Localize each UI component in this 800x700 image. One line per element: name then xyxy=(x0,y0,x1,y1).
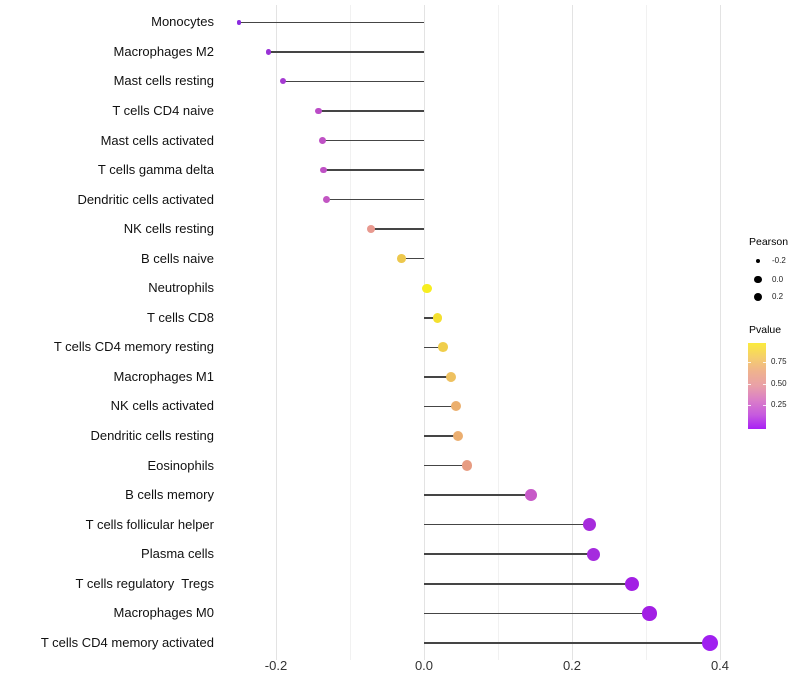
lollipop-dot xyxy=(583,518,597,532)
lollipop-dot xyxy=(445,371,456,382)
colorbar-tick xyxy=(763,383,766,385)
gridline-minor xyxy=(497,5,499,660)
lollipop-dot xyxy=(422,283,432,293)
lollipop-dot xyxy=(525,489,538,501)
lollipop-dot xyxy=(319,166,327,174)
row-label: T cells regulatory Tregs xyxy=(75,575,214,591)
colorbar-tick xyxy=(763,362,766,363)
lollipop-dot xyxy=(319,137,327,144)
row-label: Macrophages M2 xyxy=(113,43,214,59)
row-label: Dendritic cells resting xyxy=(90,428,214,443)
x-tick-label: 0.0 xyxy=(414,658,434,673)
lollipop-stem xyxy=(424,583,632,585)
pearson-legend-dot xyxy=(754,275,762,284)
lollipop-stem xyxy=(370,228,424,230)
lollipop-stem xyxy=(322,139,424,142)
row-label: Plasma cells xyxy=(141,546,214,562)
lollipop-stem xyxy=(239,21,424,24)
lollipop-dot xyxy=(701,634,718,651)
row-label: Neutrophils xyxy=(148,280,214,296)
lollipop-dot xyxy=(642,605,657,621)
lollipop-stem xyxy=(424,553,594,555)
lollipop-dot xyxy=(624,576,640,591)
pvalue-legend-label: 0.50 xyxy=(771,378,787,388)
lollipop-stem xyxy=(323,169,424,171)
row-label: NK cells resting xyxy=(123,221,214,237)
lollipop-dot xyxy=(322,196,330,204)
lollipop-dot xyxy=(438,342,449,353)
row-label: Dendritic cells activated xyxy=(77,191,214,207)
lollipop-stem xyxy=(424,405,456,408)
lollipop-stem xyxy=(424,435,459,437)
lollipop-stem xyxy=(424,346,444,349)
gridline-major xyxy=(423,5,425,660)
colorbar-tick xyxy=(763,405,766,406)
gridline-major xyxy=(719,5,721,660)
pvalue-legend-label: 0.25 xyxy=(771,400,787,409)
gridline-minor xyxy=(645,5,647,660)
row-label: Macrophages M1 xyxy=(113,368,214,384)
lollipop-stem xyxy=(318,110,424,112)
lollipop-dot xyxy=(586,547,601,561)
lollipop-stem xyxy=(326,198,424,201)
colorbar-tick xyxy=(748,383,751,385)
pearson-legend-label: -0.2 xyxy=(772,256,786,265)
pearson-legend-label: 0.0 xyxy=(772,274,784,284)
lollipop-stem xyxy=(424,376,451,378)
pvalue-legend-label: 0.75 xyxy=(771,357,787,366)
row-label: T cells CD4 naive xyxy=(112,102,214,118)
gridline-major xyxy=(275,5,277,660)
colorbar-tick xyxy=(748,362,751,363)
lollipop-dot xyxy=(265,49,272,55)
lollipop-stem xyxy=(424,612,650,615)
lollipop-stem xyxy=(424,523,590,526)
pearson-legend-dot xyxy=(755,258,761,264)
gridline-major xyxy=(571,5,573,660)
row-label: B cells naive xyxy=(141,250,214,266)
row-label: T cells CD8 xyxy=(147,309,214,325)
gridline-minor xyxy=(349,5,351,660)
row-label: Monocytes xyxy=(151,14,214,30)
lollipop-dot xyxy=(452,430,464,442)
colorbar-tick xyxy=(748,405,751,406)
lollipop-dot xyxy=(366,225,375,234)
lollipop-stem xyxy=(424,464,467,467)
pvalue-legend-title: Pvalue xyxy=(749,324,782,336)
lollipop-stem xyxy=(424,317,438,319)
lollipop-dot xyxy=(461,460,473,471)
pearson-legend-label: 0.2 xyxy=(772,292,784,301)
lollipop-dot xyxy=(450,401,461,412)
lollipop-stem xyxy=(424,494,532,496)
lollipop-stem xyxy=(283,80,424,83)
x-tick-label: 0.4 xyxy=(710,658,730,673)
x-tick-label: 0.2 xyxy=(562,658,582,673)
pearson-legend-title: Pearson xyxy=(749,236,789,248)
lollipop-stem xyxy=(401,257,424,260)
lollipop-dot xyxy=(314,107,322,115)
row-label: T cells follicular helper xyxy=(85,516,214,532)
pearson-legend-dot xyxy=(753,292,763,302)
row-label: T cells CD4 memory resting xyxy=(53,339,214,355)
x-tick-label: -0.2 xyxy=(264,658,288,673)
lollipop-dot xyxy=(432,312,443,323)
row-label: T cells CD4 memory activated xyxy=(40,634,214,650)
lollipop-dot xyxy=(397,254,407,264)
row-label: Eosinophils xyxy=(147,457,215,473)
lollipop-stem xyxy=(268,51,424,53)
lollipop-dot xyxy=(280,78,287,85)
row-label: NK cells activated xyxy=(110,398,214,414)
row-label: Mast cells activated xyxy=(100,132,214,148)
row-label: Macrophages M0 xyxy=(113,605,214,621)
row-label: Mast cells resting xyxy=(113,73,214,89)
lollipop-dot xyxy=(236,19,242,25)
row-label: B cells memory xyxy=(125,487,214,503)
pvalue-colorbar xyxy=(748,343,766,429)
lollipop-stem xyxy=(424,642,710,644)
row-label: T cells gamma delta xyxy=(97,162,214,178)
